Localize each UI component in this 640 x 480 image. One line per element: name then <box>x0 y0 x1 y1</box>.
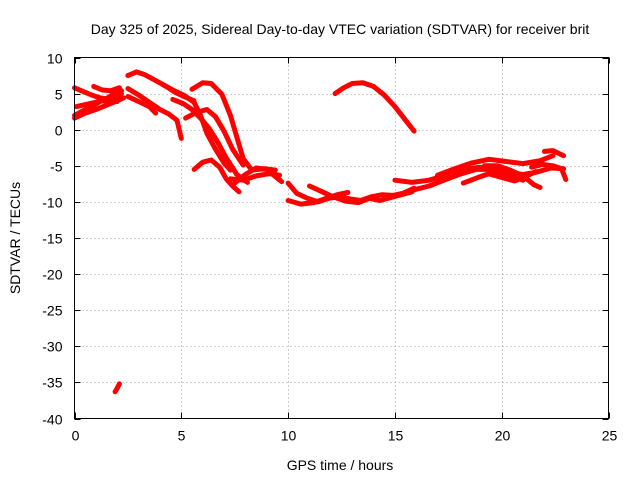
x-tick-label: 15 <box>388 428 404 444</box>
series-arc-s <box>332 80 417 134</box>
y-tick-labels: -40 -35 -30 -25 -20 -15 -10 -5 0 5 10 <box>42 51 62 428</box>
series-arc-m <box>191 157 242 195</box>
y-tick-label: -35 <box>42 375 62 391</box>
y-tick-label: 5 <box>55 87 63 103</box>
y-axis-label: SDTVAR / TECUs <box>7 182 23 294</box>
y-tick-label: -15 <box>42 231 62 247</box>
series-arc-y <box>488 169 539 184</box>
x-axis-label: GPS time / hours <box>287 457 394 473</box>
x-tick-label: 5 <box>178 428 186 444</box>
x-tick-label: 25 <box>602 428 618 444</box>
x-tick-label: 20 <box>495 428 511 444</box>
y-tick-label: -5 <box>50 159 63 175</box>
series-arc-u <box>409 166 526 193</box>
x-tick-labels: 0 5 10 15 20 25 <box>72 428 618 444</box>
x-tick-label: 10 <box>281 428 297 444</box>
series-outlier <box>112 381 122 395</box>
series-arc-c <box>72 85 124 102</box>
series-arc-v <box>435 153 556 178</box>
y-tick-label: 0 <box>55 123 63 139</box>
y-tick-label: -40 <box>42 412 62 428</box>
y-tick-label: -25 <box>42 303 62 319</box>
series-arc-j <box>170 96 250 185</box>
series-arc-n <box>232 165 285 186</box>
chart-title: Day 325 of 2025, Sidereal Day-to-day VTE… <box>91 21 590 37</box>
series-arc-q <box>285 190 351 207</box>
data-series <box>72 69 569 395</box>
series-arc-h <box>125 94 159 116</box>
y-tick-label: -10 <box>42 195 62 211</box>
series-arc-z <box>529 161 569 182</box>
x-tick-label: 0 <box>72 428 80 444</box>
y-tick-label: 10 <box>47 51 63 67</box>
grid-lines <box>74 57 609 419</box>
series-arc-o <box>227 171 283 183</box>
y-tick-label: -20 <box>42 267 62 283</box>
series-arc-d <box>91 83 122 94</box>
y-tick-label: -30 <box>42 339 62 355</box>
series-arc-r <box>307 183 415 206</box>
series-arc-e <box>74 98 120 110</box>
series-arc-aa <box>541 148 567 159</box>
axis-ticks <box>74 57 610 420</box>
series-arc-k <box>183 107 246 168</box>
series-arc-g <box>125 86 184 141</box>
series-arc-x <box>482 163 543 190</box>
